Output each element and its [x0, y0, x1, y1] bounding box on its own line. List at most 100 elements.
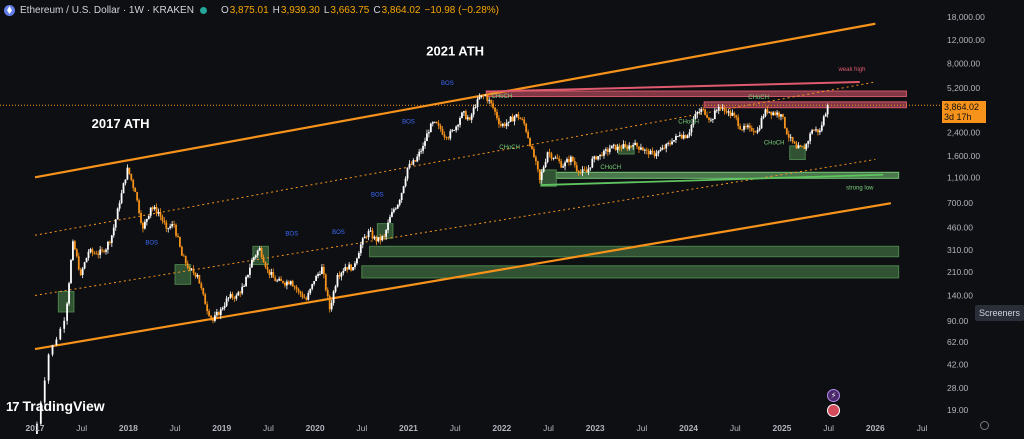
candle-body [324, 274, 327, 291]
candle-body [540, 171, 543, 180]
candle-body [140, 213, 142, 223]
candle-body [212, 317, 214, 321]
y-tick-label: 1,600.00 [947, 151, 980, 161]
candle-body [723, 107, 726, 112]
candle-body [675, 136, 677, 141]
candle-body [776, 112, 778, 115]
candle-body [217, 312, 220, 316]
bolt-icon[interactable]: ⚡ [827, 389, 840, 402]
candle-body [721, 107, 724, 109]
candle-body [688, 132, 691, 136]
candle-body [523, 119, 526, 124]
candle-body [492, 103, 494, 108]
candle-body [445, 137, 448, 138]
candle-body [270, 272, 273, 275]
x-tick-label: Jul [917, 423, 928, 433]
candle-body [412, 160, 415, 165]
candle-body [289, 281, 292, 285]
candle-body [665, 143, 668, 149]
candle-body [544, 162, 547, 168]
candle-body [175, 224, 177, 236]
candle-body [153, 207, 156, 210]
candle-body [525, 123, 528, 132]
candle-body [731, 112, 734, 116]
candle-body [105, 249, 107, 252]
candle-body [743, 126, 745, 130]
strong-low-label: strong low [846, 185, 874, 191]
candle-body [396, 204, 399, 209]
candle-body [231, 293, 234, 298]
price-zone [485, 90, 907, 97]
y-tick-label: 19.00 [947, 405, 969, 415]
candle-body [206, 304, 209, 312]
candle-body [824, 114, 827, 117]
candle-body [336, 275, 339, 287]
candle-body [636, 142, 638, 147]
candle-body [601, 154, 603, 156]
candle-body [733, 112, 736, 116]
candle-body [568, 159, 570, 163]
candle-body [402, 186, 405, 194]
candle-body [616, 146, 619, 151]
candle-body [782, 114, 784, 117]
candle-body [297, 289, 300, 292]
candle-body [750, 127, 753, 131]
y-tick-label: 310.00 [947, 245, 973, 255]
candle-body [507, 121, 510, 123]
candle-body [684, 135, 687, 139]
candle-body [484, 95, 487, 97]
candle-body [449, 131, 452, 139]
weak-high-label: weak high [837, 67, 865, 73]
candle-body [783, 116, 786, 129]
candle-body [593, 156, 596, 159]
candle-body [110, 235, 113, 243]
choch-label: CHoCH [678, 120, 699, 126]
tradingview-logo[interactable]: 17 TradingView [6, 398, 105, 414]
channel-upper-line [34, 22, 876, 179]
candle-body [70, 260, 72, 284]
candle-body [39, 402, 42, 424]
candle-body [73, 241, 76, 250]
candle-body [381, 236, 384, 241]
x-tick-label: Jul [170, 423, 181, 433]
candle-body [239, 292, 242, 294]
candle-body [295, 286, 298, 290]
candle-body [822, 116, 825, 126]
candle-body [708, 117, 710, 120]
candle-body [534, 156, 537, 162]
candle-body [546, 152, 549, 163]
candle-body [167, 228, 170, 229]
x-tick-label: 2020 [306, 423, 325, 433]
candle-body [426, 133, 428, 142]
candle-body [521, 119, 524, 120]
candle-body [447, 137, 450, 139]
candle-body [694, 114, 697, 119]
candle-body [268, 269, 271, 275]
candle-body [799, 145, 802, 147]
candle-body [280, 278, 282, 282]
screeners-button[interactable]: Screeners [975, 305, 1024, 321]
candle-body [171, 224, 174, 227]
candle-body [486, 95, 489, 101]
resistance-line [486, 80, 860, 93]
candle-body [286, 281, 288, 286]
candle-body [647, 150, 650, 155]
bos-label: BOS [402, 120, 415, 126]
candle-body [509, 116, 512, 122]
candle-body [210, 315, 212, 318]
us-flag-icon[interactable] [827, 404, 840, 417]
y-tick-label: 1,100.00 [947, 172, 980, 182]
candle-body [367, 231, 370, 238]
candle-body [437, 123, 440, 126]
candle-body [108, 241, 111, 243]
candle-body [330, 303, 333, 310]
candle-body [653, 151, 656, 157]
bos-label: BOS [332, 230, 345, 236]
candle-body [249, 267, 251, 275]
candle-body [626, 146, 629, 149]
candle-body [319, 273, 321, 275]
settings-gear-icon[interactable] [980, 421, 989, 430]
symbol-title[interactable]: Ethereum / U.S. Dollar · 1W · KRAKEN [20, 4, 194, 16]
candle-body [291, 281, 294, 287]
